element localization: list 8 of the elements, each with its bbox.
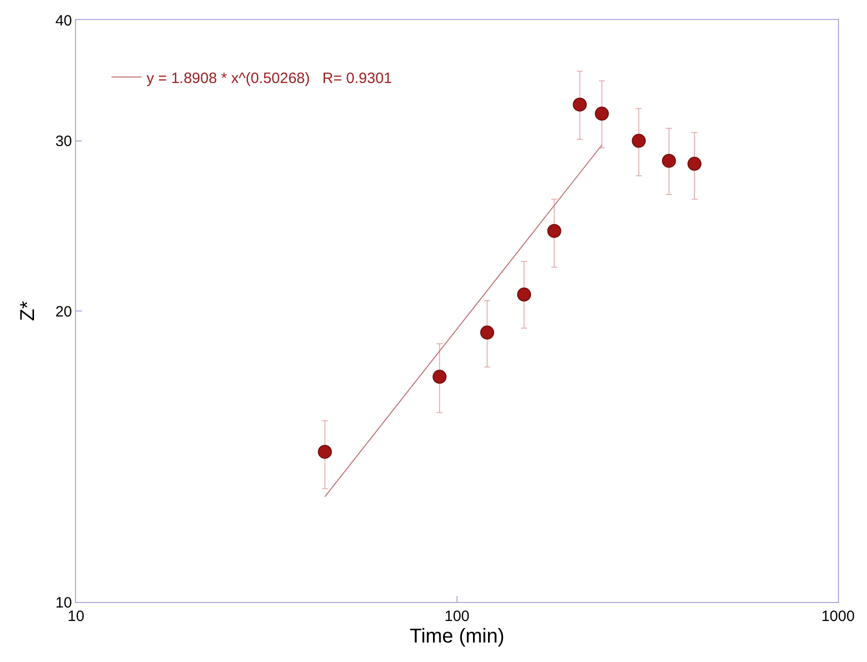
y-tick-label: 20: [55, 303, 72, 320]
x-tick-label: 100: [444, 608, 470, 625]
y-tick-label: 40: [55, 12, 72, 30]
legend-label: y = 1.8908 * x^(0.50268) R= 0.9301: [146, 70, 392, 87]
y-tick-label: 30: [55, 133, 72, 150]
x-tick-label: 1000: [821, 608, 855, 625]
y-axis-title: Z*: [16, 300, 39, 321]
x-axis-title: Time (min): [410, 626, 504, 648]
